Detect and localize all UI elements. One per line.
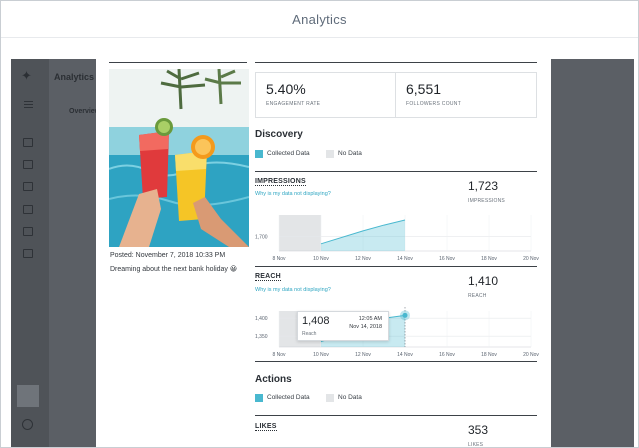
- x-tick-label: 16 Nov: [439, 352, 455, 358]
- divider: [255, 415, 537, 416]
- bar-chart-icon: [23, 205, 33, 214]
- x-tick-label: 18 Nov: [481, 256, 497, 262]
- tooltip-time: 12:05 AM: [358, 316, 382, 322]
- legend-swatch-collected: [255, 150, 263, 158]
- page-title: Analytics: [292, 11, 347, 27]
- reach-help-link[interactable]: Why is my data not displaying?: [255, 287, 331, 293]
- chart-tooltip: 1,408 Reach 12:05 AM Nov 14, 2018: [297, 311, 389, 341]
- menu-icon: [24, 101, 33, 108]
- divider: [255, 62, 537, 63]
- download-icon: [23, 227, 33, 236]
- impressions-chart: 1,700 8 Nov 10 Nov 12 Nov 14 Nov 16 Nov 18 Nov…: [255, 215, 539, 262]
- series-area: [321, 220, 405, 251]
- x-tick-label: 14 Nov: [397, 256, 413, 262]
- section-title-actions: Actions: [255, 374, 292, 385]
- followers-count-label: FOLLOWERS COUNT: [406, 101, 462, 107]
- y-tick-label: 1,400: [255, 316, 268, 322]
- background-app-title: Analytics: [54, 72, 95, 82]
- reach-title[interactable]: REACH: [255, 273, 281, 281]
- legend-label-collected: Collected Data: [267, 394, 310, 401]
- followers-count-card: 6,551 FOLLOWERS COUNT: [395, 72, 537, 118]
- legend-swatch-no-data: [326, 150, 334, 158]
- reach-value-label: REACH: [468, 293, 487, 299]
- divider: [255, 171, 537, 172]
- divider: [255, 361, 537, 362]
- divider: [109, 62, 247, 63]
- x-tick-label: 20 Nov: [523, 352, 539, 358]
- legend-label-no-data: No Data: [338, 150, 362, 157]
- tooltip-date: Nov 14, 2018: [349, 324, 382, 330]
- followers-count-value: 6,551: [406, 81, 442, 97]
- post-caption: Dreaming about the next bank holiday 😀: [110, 266, 238, 273]
- impressions-value: 1,723: [468, 179, 499, 193]
- legend-label-no-data: No Data: [338, 394, 362, 401]
- y-tick-label: 1,350: [255, 334, 268, 340]
- y-tick-label: 1,700: [255, 235, 268, 241]
- settings-icon: [22, 419, 33, 430]
- gallery-icon: [23, 160, 33, 169]
- x-tick-label: 10 Nov: [313, 352, 329, 358]
- series-line: [320, 219, 406, 245]
- likes-title[interactable]: LIKES: [255, 423, 277, 431]
- post-date: Posted: November 7, 2018 10:33 PM: [110, 252, 226, 259]
- likes-value: 353: [468, 423, 489, 437]
- no-data-band: [279, 215, 321, 251]
- likes-value-label: LIKES: [468, 442, 484, 448]
- x-tick-label: 16 Nov: [439, 256, 455, 262]
- highlight-point: [402, 312, 408, 318]
- impressions-title[interactable]: IMPRESSIONS: [255, 178, 306, 186]
- x-tick-label: 8 Nov: [272, 352, 286, 358]
- x-tick-label: 12 Nov: [355, 256, 371, 262]
- engagement-rate-value: 5.40%: [266, 81, 306, 97]
- engagement-rate-card: 5.40% ENGAGEMENT RATE: [255, 72, 396, 118]
- post-image: [109, 69, 249, 247]
- engagement-rate-label: ENGAGEMENT RATE: [266, 101, 321, 107]
- x-tick-label: 10 Nov: [313, 256, 329, 262]
- x-tick-label: 12 Nov: [355, 352, 371, 358]
- legend-swatch-no-data: [326, 394, 334, 402]
- logo-icon: ✦: [21, 68, 32, 83]
- x-tick-label: 20 Nov: [523, 256, 539, 262]
- tooltip-value: 1,408: [302, 315, 330, 327]
- instagram-icon: [23, 249, 33, 258]
- avatar: [17, 385, 39, 407]
- reach-value: 1,410: [468, 274, 499, 288]
- tab-overview: Overview: [69, 108, 101, 115]
- x-tick-label: 8 Nov: [272, 256, 286, 262]
- impressions-help-link[interactable]: Why is my data not displaying?: [255, 191, 331, 197]
- app-header: Analytics: [1, 1, 638, 38]
- impressions-value-label: IMPRESSIONS: [468, 198, 505, 204]
- legend-swatch-collected: [255, 394, 263, 402]
- divider: [255, 266, 537, 267]
- comment-icon: [23, 182, 33, 191]
- background-sidebar: [11, 59, 49, 447]
- x-tick-label: 18 Nov: [481, 352, 497, 358]
- section-title-discovery: Discovery: [255, 129, 303, 140]
- calendar-icon: [23, 138, 33, 147]
- x-tick-label: 14 Nov: [397, 352, 413, 358]
- legend-label-collected: Collected Data: [267, 150, 310, 157]
- tooltip-unit: Reach: [302, 331, 317, 337]
